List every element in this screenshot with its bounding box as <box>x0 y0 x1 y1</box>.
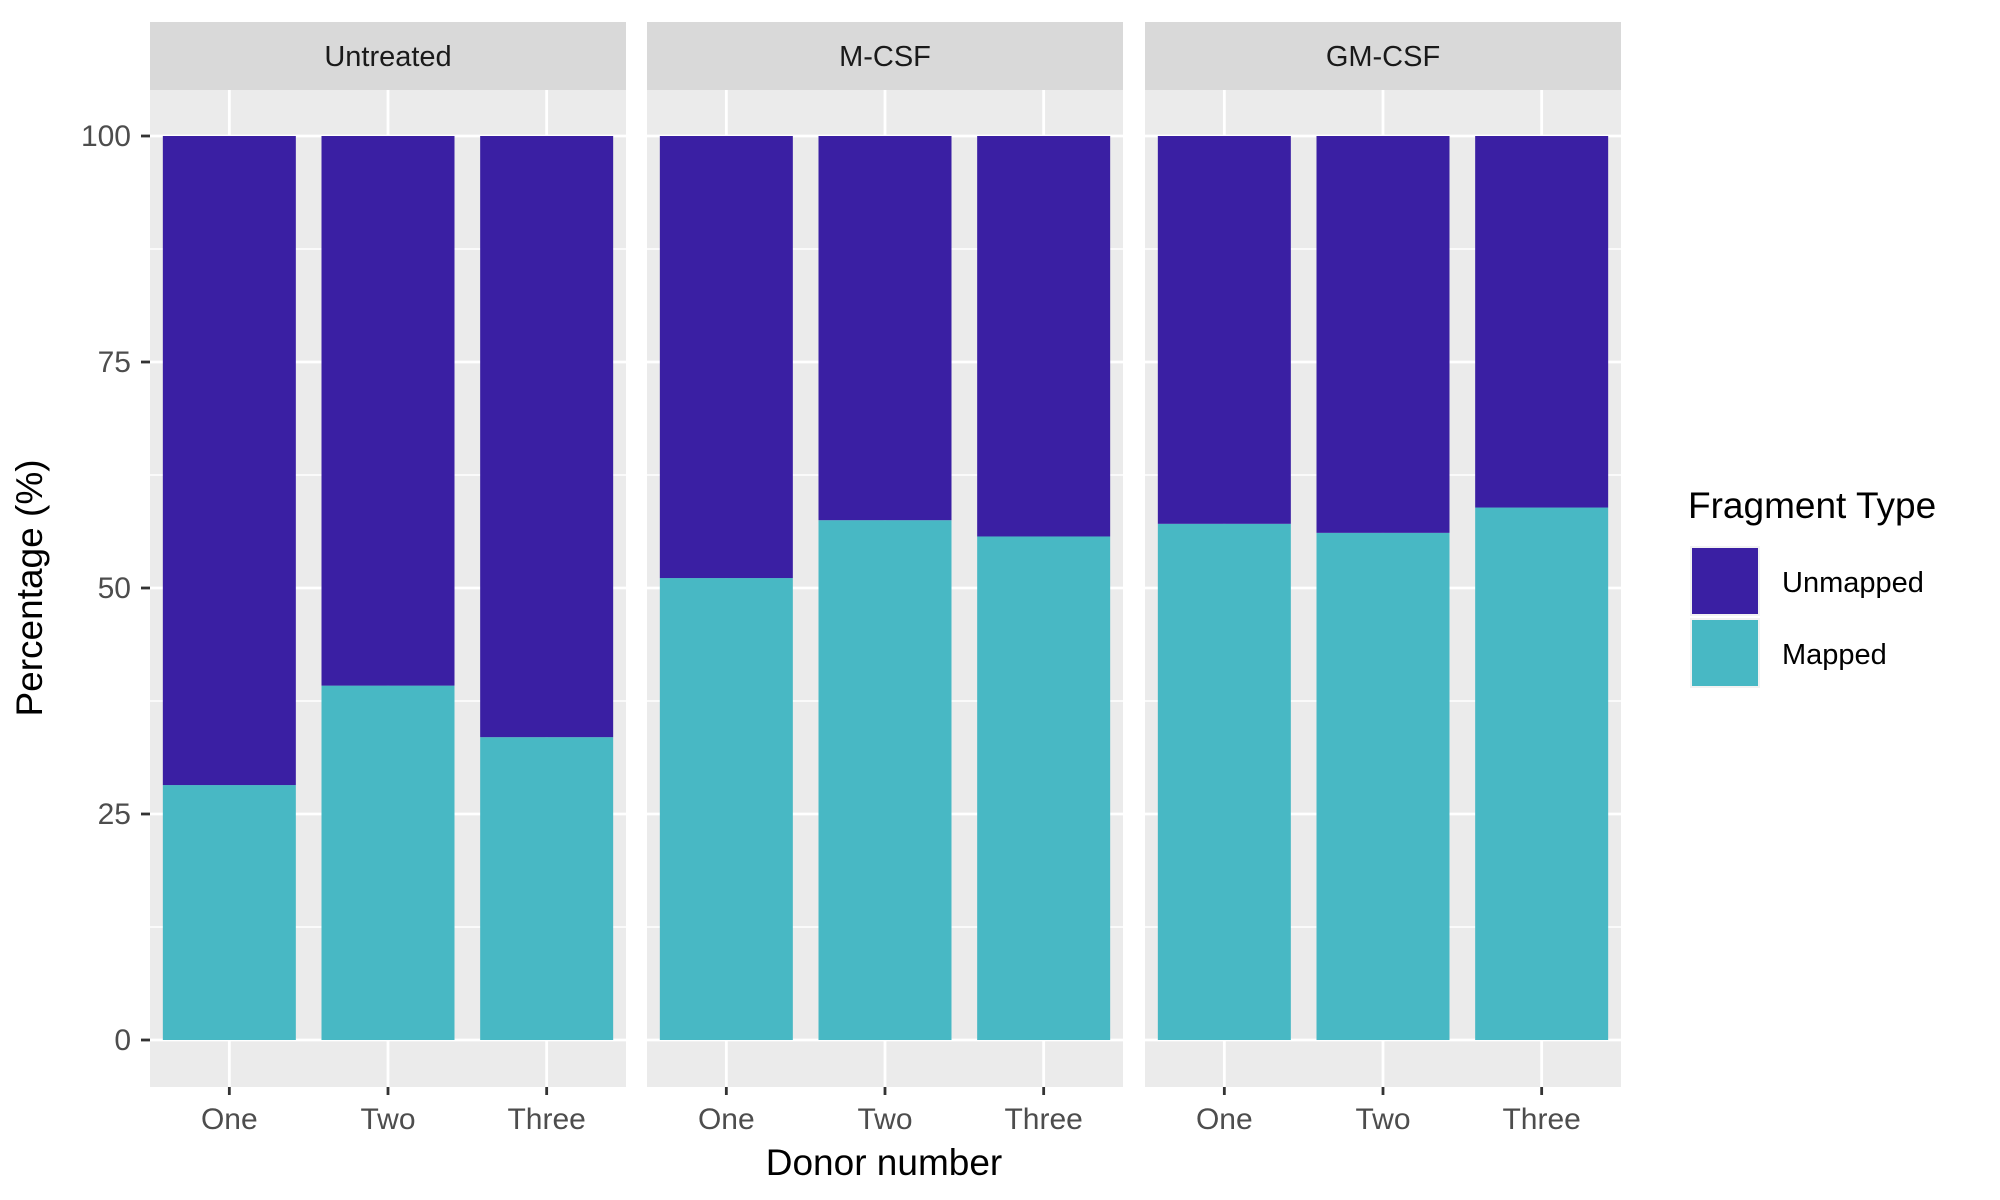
bar-unmapped <box>1316 136 1450 533</box>
x-tick-label: One <box>1196 1103 1253 1136</box>
bar-mapped <box>162 785 296 1040</box>
legend: Fragment Type Unmapped Mapped <box>1688 485 1936 688</box>
x-tick-label: Three <box>1502 1103 1580 1136</box>
x-tick-label: Two <box>360 1103 415 1136</box>
legend-title: Fragment Type <box>1688 485 1936 526</box>
x-tick-label: One <box>201 1103 258 1136</box>
bar-unmapped <box>321 136 455 686</box>
x-tick-label: Two <box>1355 1103 1410 1136</box>
facet-strip <box>150 22 626 90</box>
bar-mapped <box>1475 507 1609 1040</box>
bar-mapped <box>1157 523 1291 1040</box>
legend-entry: Mapped <box>1690 618 1887 688</box>
facet-panel: GM-CSF One Two Three <box>1145 22 1621 1136</box>
x-axis-title: Donor number <box>766 1142 1003 1183</box>
bar-mapped <box>480 737 614 1040</box>
bar-unmapped <box>162 136 296 786</box>
legend-label: Unmapped <box>1782 567 1924 599</box>
facet-panel: Untreated One Two Three <box>150 22 626 1136</box>
facet-strip <box>647 22 1123 90</box>
x-tick-label: Three <box>1004 1103 1082 1136</box>
bar-mapped <box>321 685 455 1040</box>
bar-mapped <box>977 536 1111 1040</box>
facet-panel: M-CSF One Two Three <box>647 22 1123 1136</box>
legend-entry: Unmapped <box>1690 546 1924 616</box>
legend-swatch-unmapped <box>1692 548 1758 614</box>
bar-mapped <box>818 520 952 1040</box>
y-axis-title: Percentage (%) <box>9 459 50 716</box>
bar-unmapped <box>1157 136 1291 524</box>
y-tick-label: 25 <box>98 798 131 831</box>
legend-swatch-mapped <box>1692 620 1758 686</box>
bar-mapped <box>1316 532 1450 1040</box>
y-tick-label: 0 <box>114 1024 131 1057</box>
x-tick-label: One <box>698 1103 755 1136</box>
y-axis: 0 25 50 75 100 <box>81 120 150 1057</box>
facet-strip <box>1145 22 1621 90</box>
legend-label: Mapped <box>1782 639 1887 671</box>
facet-strip-label: Untreated <box>324 41 451 73</box>
bar-unmapped <box>480 136 614 738</box>
y-tick-label: 75 <box>98 346 131 379</box>
bar-unmapped <box>1475 136 1609 508</box>
x-tick-label: Two <box>857 1103 912 1136</box>
bar-unmapped <box>659 136 793 579</box>
bar-mapped <box>659 578 793 1040</box>
bar-unmapped <box>818 136 952 521</box>
y-tick-label: 50 <box>98 572 131 605</box>
facet-strip-label: M-CSF <box>839 41 931 73</box>
y-tick-label: 100 <box>81 120 131 153</box>
facet-strip-label: GM-CSF <box>1326 41 1440 73</box>
bar-unmapped <box>977 136 1111 537</box>
x-tick-label: Three <box>507 1103 585 1136</box>
